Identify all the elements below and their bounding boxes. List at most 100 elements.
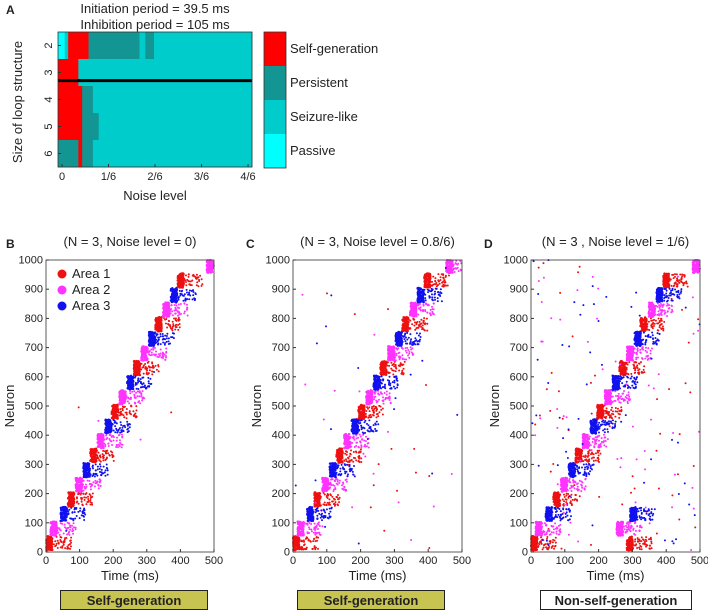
spike-point bbox=[320, 509, 323, 512]
heatmap-legend: Self-generationPersistentSeizure-likePas… bbox=[263, 31, 378, 169]
spike-point bbox=[312, 510, 315, 513]
spike-point bbox=[56, 546, 59, 549]
spike-point bbox=[371, 393, 374, 396]
spike-point bbox=[117, 411, 120, 414]
spike-point bbox=[389, 402, 392, 405]
spike-point bbox=[351, 470, 354, 473]
spike-point bbox=[127, 430, 130, 433]
spike-point bbox=[84, 463, 87, 467]
spike-point bbox=[145, 367, 148, 370]
spike-point bbox=[316, 547, 319, 550]
spike-point bbox=[329, 515, 332, 518]
spike-point bbox=[171, 296, 174, 299]
spike-point bbox=[165, 340, 168, 343]
spike-point bbox=[105, 434, 108, 437]
spike-point bbox=[302, 548, 305, 551]
heatmap bbox=[58, 32, 253, 168]
spike-point bbox=[85, 492, 88, 495]
spike-point bbox=[89, 501, 92, 504]
heatmap-cell bbox=[58, 32, 66, 60]
spike-point bbox=[336, 478, 339, 481]
spike-point bbox=[364, 412, 367, 415]
spike-point bbox=[375, 416, 378, 419]
spike-point bbox=[165, 318, 168, 321]
spike-point bbox=[192, 290, 195, 293]
spike-point bbox=[121, 409, 124, 412]
spike-point bbox=[170, 304, 173, 307]
spike-point bbox=[372, 405, 375, 408]
spike-point bbox=[121, 426, 124, 429]
spike-point bbox=[428, 276, 431, 280]
spike-point bbox=[394, 366, 397, 369]
spike-point bbox=[120, 389, 124, 392]
heatmap-cell bbox=[139, 32, 146, 60]
spike-point bbox=[340, 484, 343, 487]
spike-point bbox=[67, 547, 70, 550]
spike-point bbox=[56, 539, 59, 542]
spike-point bbox=[208, 264, 211, 267]
heatmap-cell bbox=[58, 113, 83, 141]
spike-point bbox=[431, 280, 434, 283]
spike-point bbox=[148, 350, 151, 353]
spike-point bbox=[45, 541, 49, 545]
spike-point bbox=[344, 438, 347, 442]
spike-point bbox=[96, 454, 99, 457]
spike-point bbox=[80, 514, 83, 517]
spike-point bbox=[329, 510, 332, 513]
spike-point bbox=[50, 541, 53, 544]
spike-point bbox=[414, 321, 417, 324]
spike-point bbox=[387, 352, 390, 355]
spike-point bbox=[139, 402, 142, 405]
spike-point bbox=[112, 414, 116, 418]
spike-point bbox=[386, 361, 389, 364]
spike-point bbox=[409, 319, 412, 322]
spike-point bbox=[329, 494, 332, 497]
spike-point bbox=[323, 501, 326, 504]
spike-point bbox=[321, 525, 324, 528]
spike-point bbox=[140, 358, 143, 362]
spike-point bbox=[409, 346, 412, 349]
spike-point bbox=[150, 338, 153, 341]
spike-point bbox=[111, 410, 115, 413]
spike-point bbox=[365, 401, 368, 404]
spike-point bbox=[178, 326, 181, 329]
spike-point bbox=[165, 337, 168, 340]
spike-point bbox=[136, 395, 139, 398]
spike-point bbox=[333, 484, 336, 487]
spike-point bbox=[382, 396, 385, 399]
spike-point bbox=[137, 373, 141, 377]
spike-point bbox=[185, 280, 188, 283]
spike-point bbox=[151, 333, 155, 337]
spike-point bbox=[360, 461, 363, 464]
spike-point bbox=[110, 427, 113, 430]
spike-point bbox=[117, 429, 120, 432]
spike-point bbox=[206, 271, 210, 274]
spike-point bbox=[336, 496, 339, 499]
spike-point bbox=[380, 408, 383, 411]
spike-point bbox=[185, 288, 188, 291]
spike-point bbox=[410, 348, 413, 351]
spike-point bbox=[50, 533, 54, 537]
spike-point bbox=[111, 423, 114, 426]
spike-point bbox=[152, 348, 155, 351]
spike-point bbox=[310, 522, 313, 525]
spike-point bbox=[104, 429, 108, 433]
spike-point bbox=[426, 311, 429, 314]
spike-point bbox=[421, 328, 424, 331]
spike-point bbox=[55, 544, 58, 547]
spike-point bbox=[453, 271, 456, 274]
legend-label: Persistent bbox=[290, 75, 348, 90]
spike-point bbox=[390, 347, 394, 351]
spike-point bbox=[444, 284, 447, 287]
spike-point bbox=[352, 473, 355, 476]
noise-spike-point bbox=[153, 370, 156, 373]
spike-point bbox=[173, 303, 176, 306]
spike-point bbox=[67, 497, 70, 500]
spike-point bbox=[382, 402, 385, 405]
spike-point bbox=[341, 449, 344, 452]
spike-point bbox=[317, 528, 320, 531]
legend-swatch bbox=[264, 32, 286, 66]
spike-point bbox=[359, 435, 362, 438]
spike-point bbox=[353, 445, 356, 448]
spike-point bbox=[425, 317, 428, 320]
